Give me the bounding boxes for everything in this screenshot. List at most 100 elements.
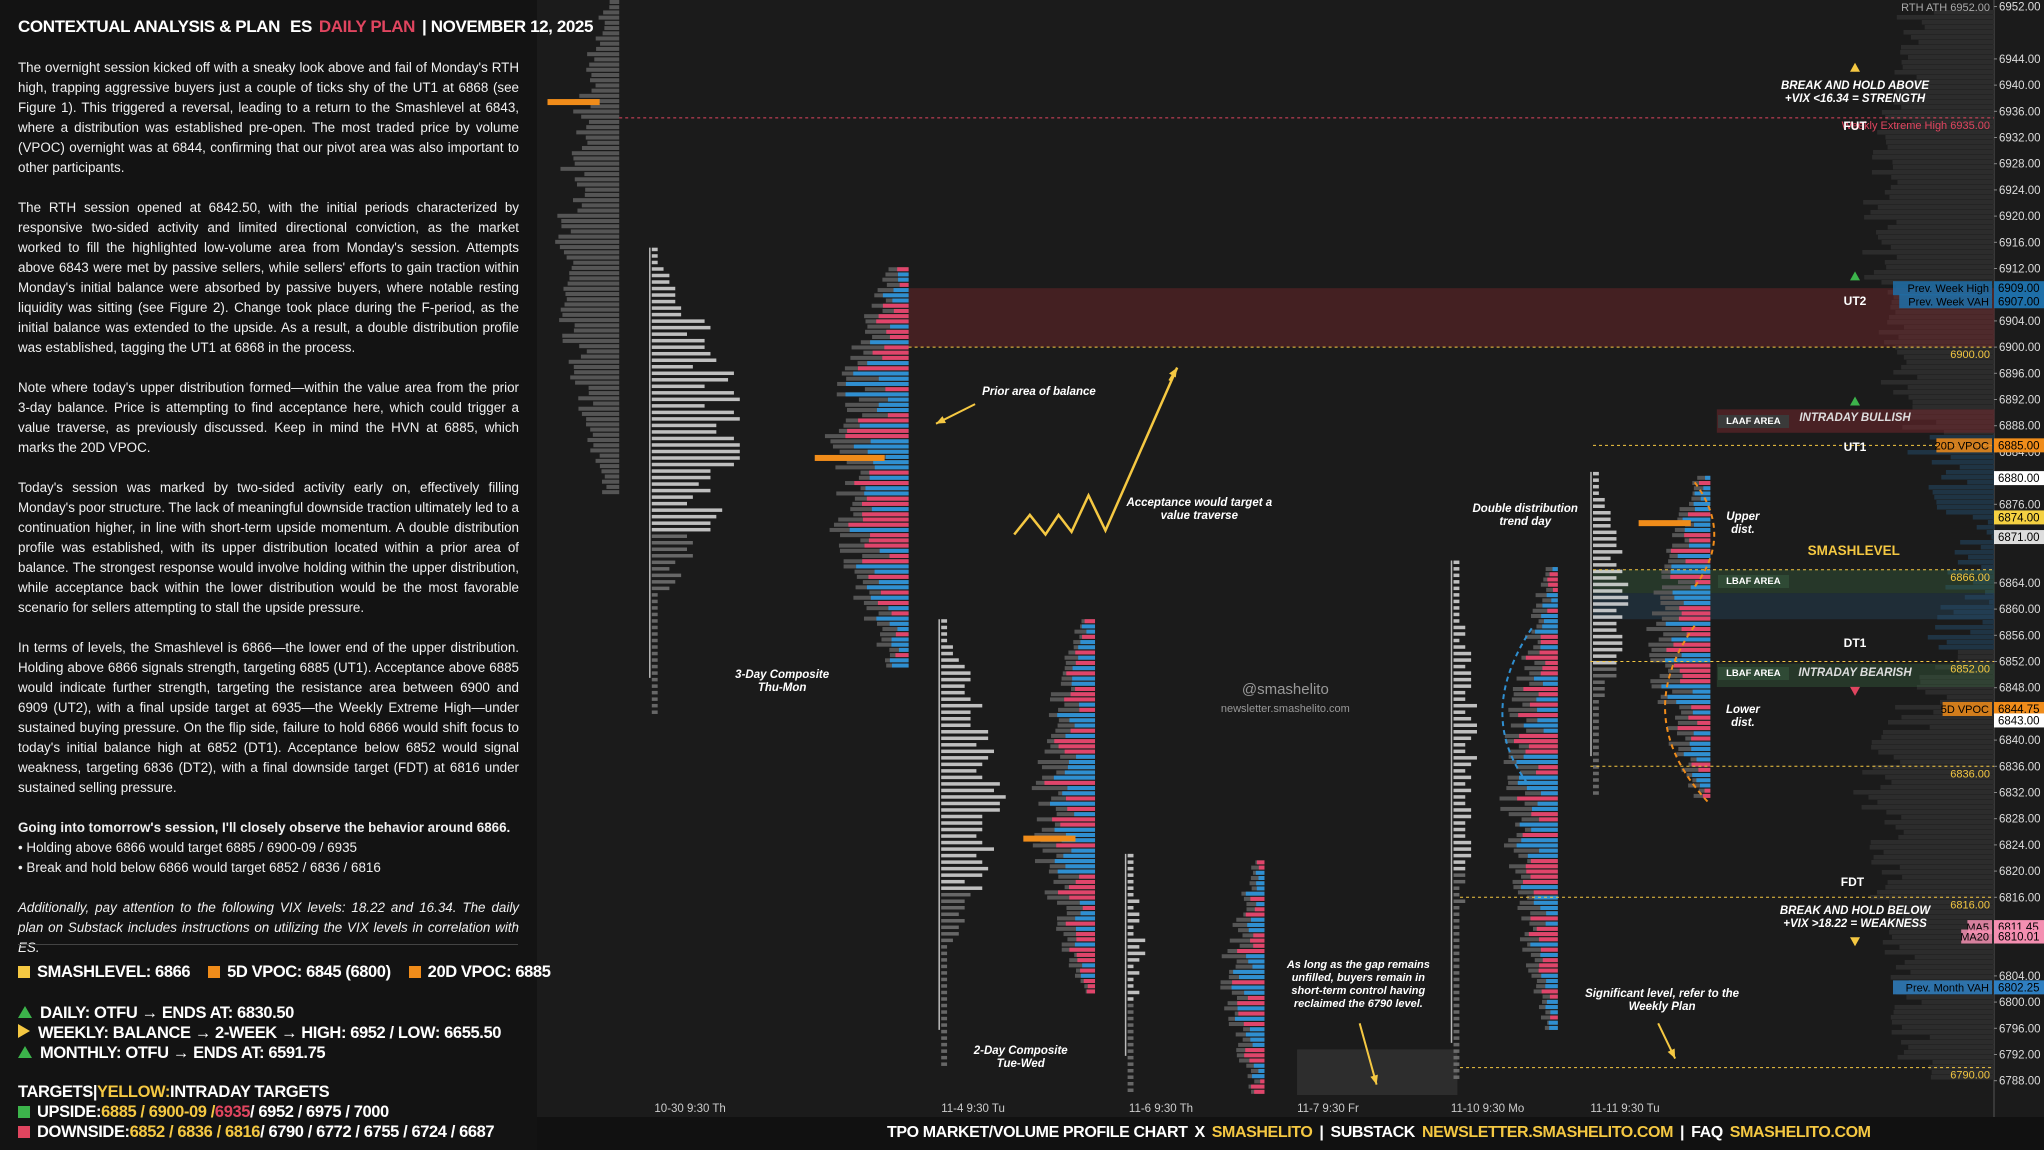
profile-bar (1065, 864, 1096, 869)
profile-bar (581, 146, 620, 151)
profile-bar (574, 161, 620, 166)
tpo-row (651, 430, 717, 434)
y-tick-label: 6848.00 (1999, 683, 2041, 695)
background-profile (1931, 460, 1994, 465)
profile-bar (573, 365, 620, 370)
y-tick-label: 6944.00 (1999, 54, 2041, 66)
profile-bar (609, 0, 620, 4)
background-profile (1903, 325, 1994, 330)
tpo-row (651, 312, 682, 317)
profile-bar (1679, 606, 1711, 611)
tpo-row (1127, 984, 1134, 988)
tpo-row (651, 677, 658, 682)
tpo-row (941, 892, 971, 897)
profile-bar (886, 329, 909, 334)
profile-bar (882, 293, 909, 298)
profile-bar (1692, 710, 1711, 715)
background-profile (1871, 745, 1994, 750)
profile-bar (845, 381, 909, 386)
tpo-row (1453, 866, 1466, 871)
profile-bar (854, 481, 909, 486)
profile-bar (1058, 874, 1096, 879)
profile-bar (1694, 522, 1711, 527)
tpo-row (941, 951, 948, 956)
profile-bar (1058, 890, 1096, 895)
profile-bar (1693, 793, 1711, 798)
profile-bar (1086, 989, 1096, 994)
tpo-row (1127, 1068, 1134, 1073)
background-profile (1918, 40, 1994, 45)
dist-arc (1501, 627, 1533, 790)
background-profile (1892, 165, 1994, 170)
profile-bar (861, 501, 909, 506)
status-marker (18, 1024, 30, 1038)
background-profile (1870, 210, 1994, 215)
text-segment: TPO MARKET/VOLUME PROFILE CHART (887, 1124, 1188, 1141)
profile-bar (1549, 994, 1558, 999)
header-left: CONTEXTUAL ANALYSIS & PLAN (18, 17, 287, 37)
profile-bar (1687, 512, 1711, 517)
profile-bar (1238, 1011, 1265, 1016)
poc-bar (547, 99, 600, 106)
profile-bar (572, 198, 620, 203)
profile-bar (1247, 995, 1265, 1000)
profile-bar (596, 46, 620, 51)
tpo-row (1592, 537, 1617, 541)
price-badge (1994, 281, 2044, 296)
tpo-row (1592, 582, 1629, 587)
profile-bar (869, 475, 909, 480)
profile-bar (877, 288, 909, 293)
tpo-row (1592, 569, 1623, 574)
profile-bar (878, 314, 909, 319)
tpo-row (1127, 938, 1146, 943)
profile-bar (1058, 707, 1096, 712)
tpo-row (1127, 932, 1134, 936)
profile-bar (877, 600, 909, 605)
tpo-row (651, 351, 711, 356)
background-profile (1868, 795, 1994, 800)
price-badge (1994, 530, 2044, 545)
outlook-lead: Going into tomorrow's session, I'll clos… (18, 820, 511, 835)
profile-bar (1068, 759, 1096, 764)
profile-bar (588, 391, 620, 396)
tpo-row (1453, 749, 1466, 754)
profile-bar (878, 376, 909, 381)
tpo-row (651, 384, 705, 389)
profile-bar (1546, 911, 1558, 916)
profile-bar (1541, 613, 1558, 618)
background-profile (1899, 945, 1994, 950)
profile-bar (1691, 705, 1711, 710)
annotation: FDT (1840, 875, 1865, 890)
profile-bar (1061, 838, 1096, 843)
tpo-row (1453, 690, 1466, 695)
profile-bar (874, 569, 909, 574)
profile-bar (573, 260, 620, 265)
background-profile (1884, 820, 1994, 825)
profile-bar (1649, 653, 1711, 658)
profile-bar (1672, 689, 1711, 694)
profile-bar (876, 616, 909, 621)
tpo-row (941, 853, 977, 858)
x-tick-label: 10-30 9:30 Th (654, 1103, 725, 1115)
y-tick-label: 6932.00 (1999, 133, 2041, 145)
profile-bar (566, 297, 620, 302)
profile-bar (1244, 1053, 1265, 1058)
profile-bar (574, 177, 620, 182)
profile-bar (1695, 580, 1711, 585)
profile-bar (851, 345, 909, 350)
profile-bar (891, 637, 909, 642)
background-profile (1889, 195, 1994, 200)
annotation: BREAK AND HOLD BELOW (1779, 904, 1931, 917)
tpo-row (941, 866, 989, 871)
profile-bar (1056, 926, 1096, 931)
background-profile (1957, 650, 1994, 655)
profile-bar (560, 307, 620, 312)
y-tick-label: 6928.00 (1999, 159, 2041, 171)
background-profile (1893, 100, 1994, 105)
profile-bar (1545, 1005, 1558, 1010)
profile-bar (1519, 733, 1558, 738)
y-tick-label: 6924.00 (1999, 185, 2041, 197)
tpo-row (651, 664, 658, 669)
tpo-row (1127, 906, 1134, 910)
tpo-row (1127, 1023, 1134, 1027)
